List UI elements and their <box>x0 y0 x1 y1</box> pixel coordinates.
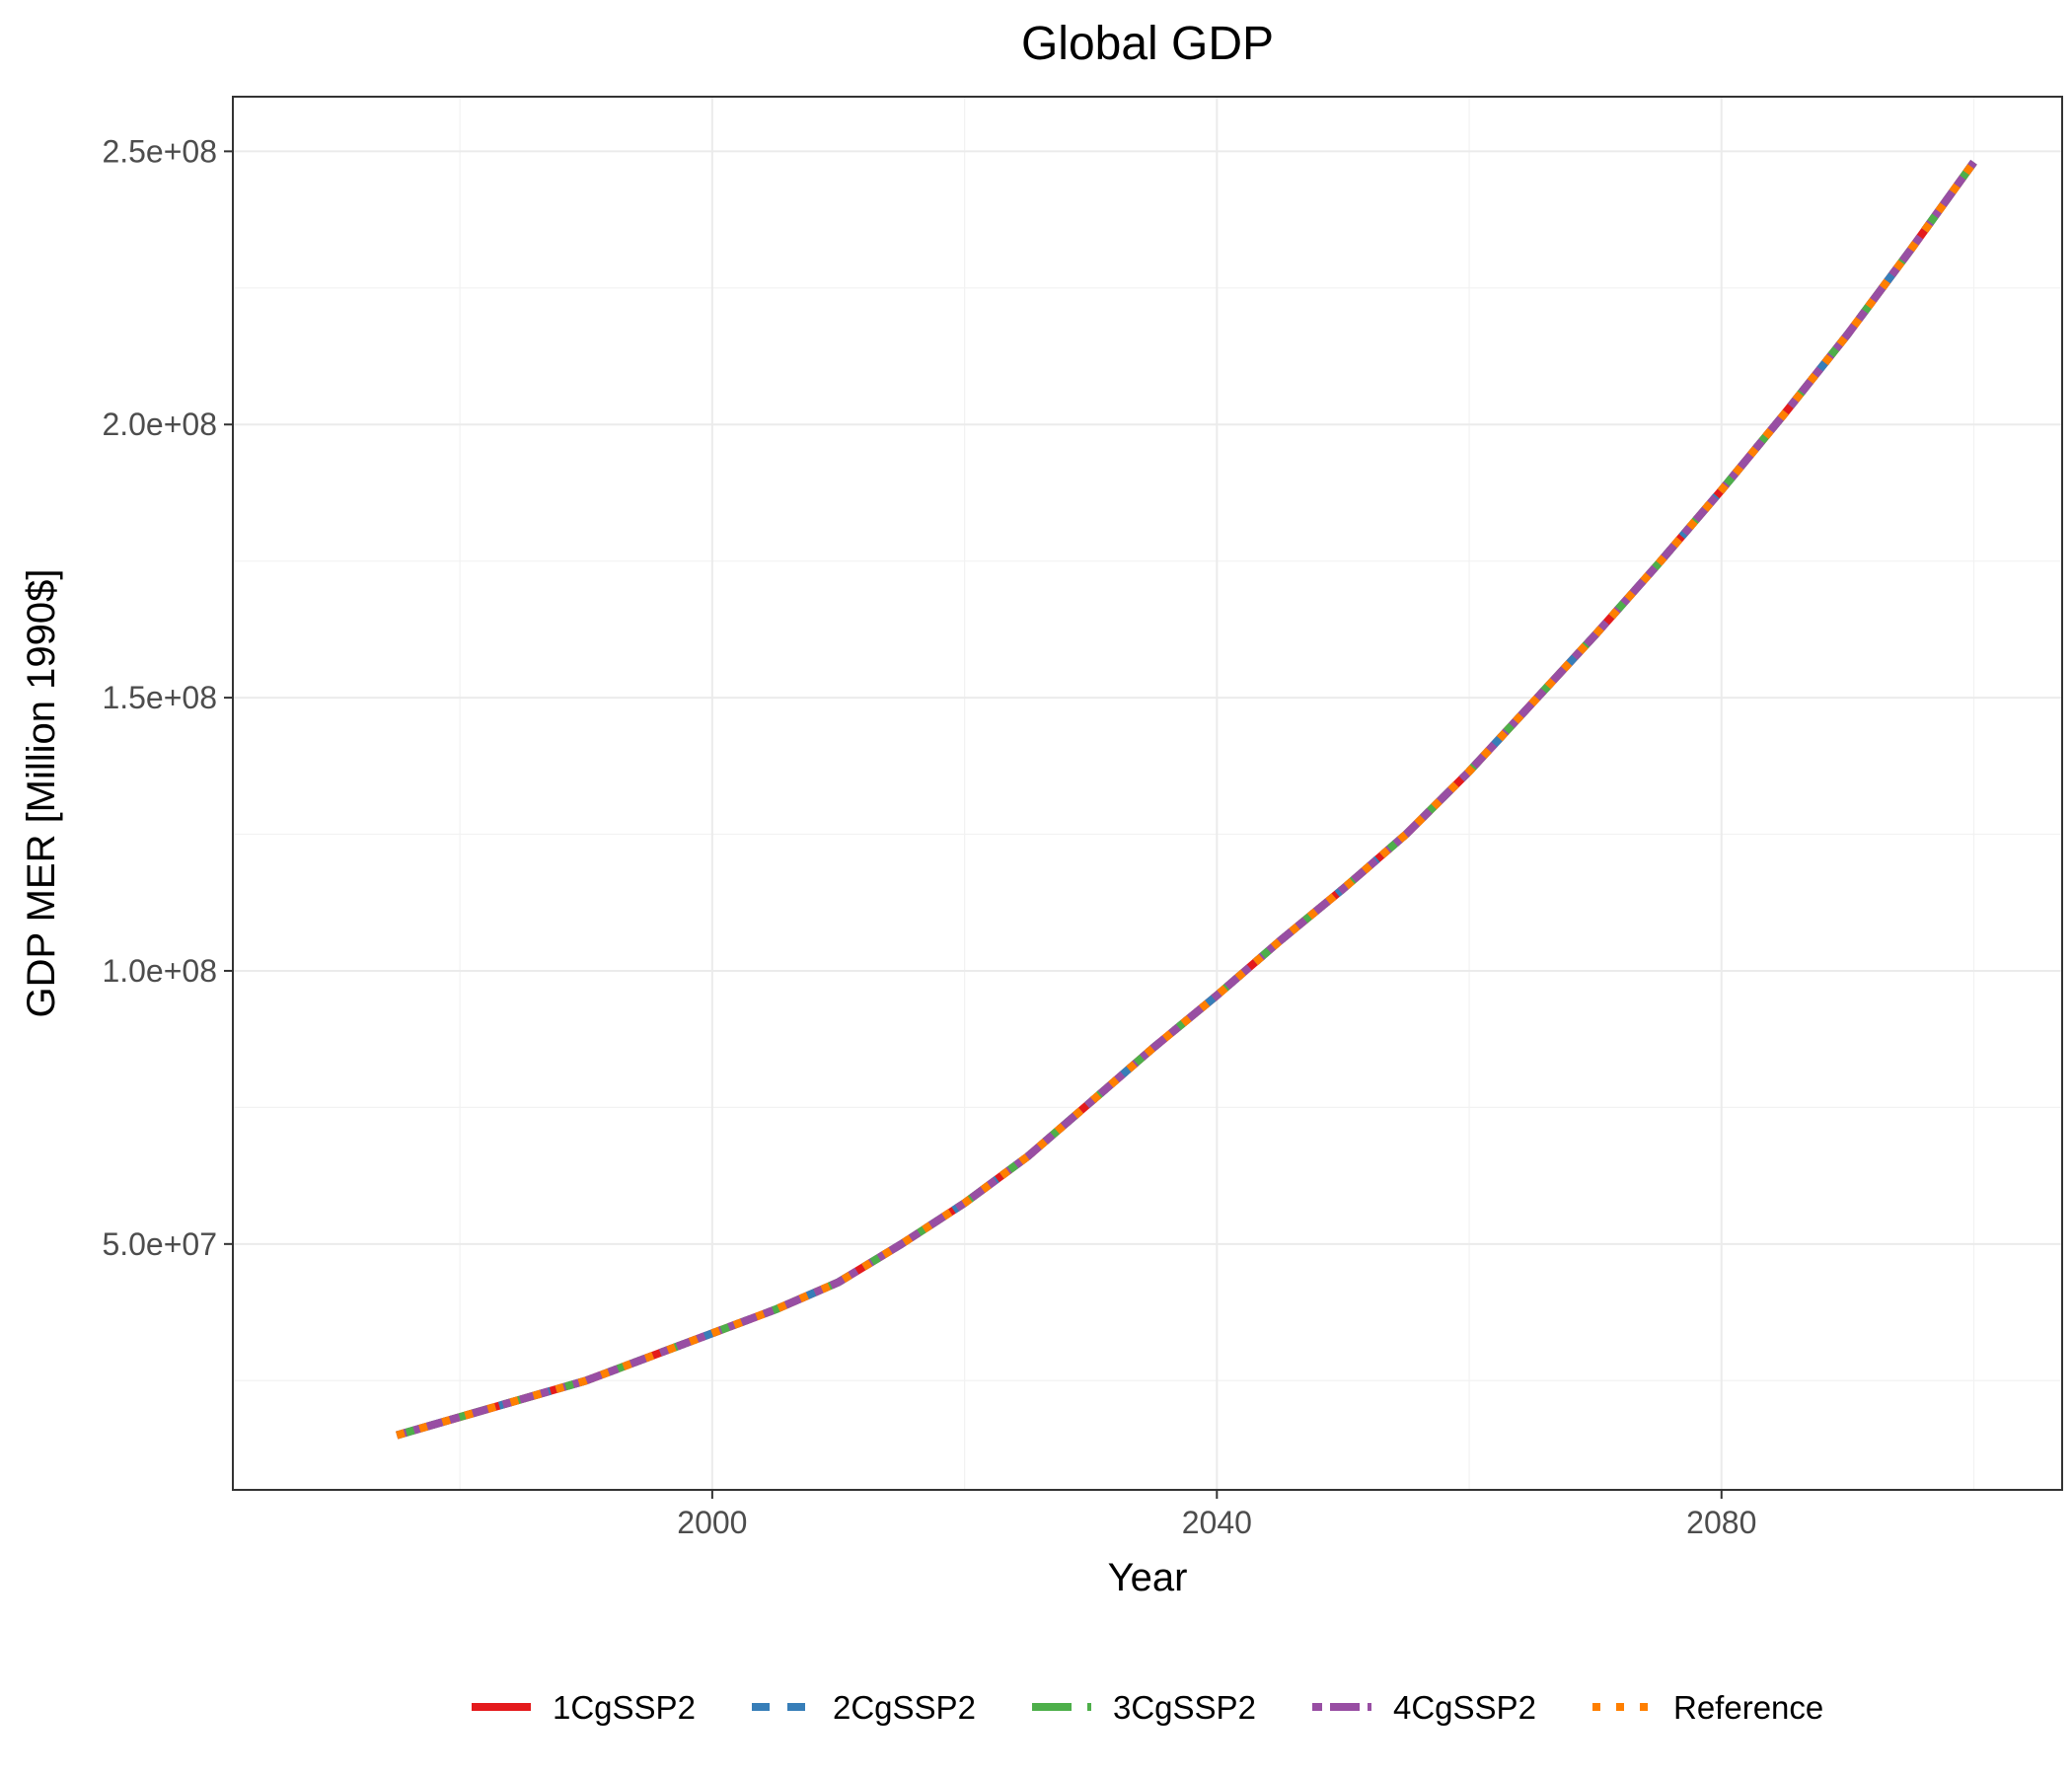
plot-panel-border <box>232 96 2063 1491</box>
y-tick-label: 2.5e+08 <box>102 133 217 169</box>
chart-title: Global GDP <box>1021 18 1274 70</box>
legend: 1CgSSP2 2CgSSP2 3CgSSP2 4CgSSP2 Reference <box>472 1689 1823 1726</box>
legend-label-reference: Reference <box>1673 1689 1823 1726</box>
legend-label-2cgssp2: 2CgSSP2 <box>833 1689 976 1726</box>
series-layer <box>396 160 1977 1440</box>
series-line-reference <box>396 160 1977 1440</box>
x-tick-label: 2000 <box>677 1505 747 1540</box>
y-tick-label: 1.0e+08 <box>102 953 217 989</box>
legend-label-4cgssp2: 4CgSSP2 <box>1393 1689 1536 1726</box>
legend-label-1cgssp2: 1CgSSP2 <box>553 1689 696 1726</box>
legend-label-3cgssp2: 3CgSSP2 <box>1113 1689 1256 1726</box>
x-tick-label: 2040 <box>1182 1505 1252 1540</box>
y-tick-label: 1.5e+08 <box>102 680 217 715</box>
x-axis: 2000 2040 2080 <box>677 1490 1756 1540</box>
grid-layer <box>233 97 2062 1490</box>
x-axis-title: Year <box>1108 1556 1188 1599</box>
y-tick-label: 2.0e+08 <box>102 407 217 442</box>
y-axis-title: GDP MER [Million 1990$] <box>20 569 63 1018</box>
x-tick-label: 2080 <box>1686 1505 1756 1540</box>
y-tick-label: 5.0e+07 <box>102 1226 217 1262</box>
y-axis: 5.0e+07 1.0e+08 1.5e+08 2.0e+08 2.5e+08 <box>102 133 233 1262</box>
